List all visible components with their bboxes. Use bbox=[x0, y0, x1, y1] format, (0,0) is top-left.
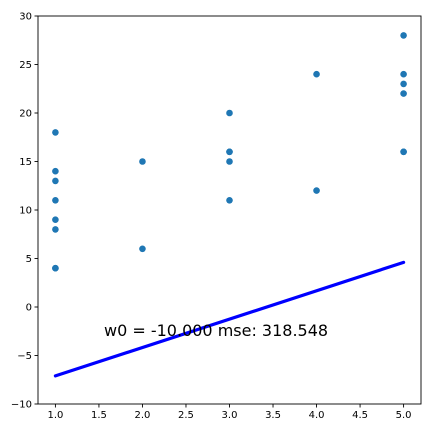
x-tick-label: 1.5 bbox=[91, 410, 107, 421]
data-point bbox=[52, 167, 59, 175]
data-point bbox=[400, 90, 407, 97]
data-point bbox=[400, 70, 407, 78]
fit-annotation: w0 = -10.000 mse: 318.548 bbox=[104, 321, 328, 340]
x-tick-label: 4.0 bbox=[309, 410, 325, 421]
data-point bbox=[52, 197, 59, 204]
data-point bbox=[226, 109, 233, 117]
plot-area: 1.0 1.5 2.0 2.5 3.0 3.5 4.0 4.5 5.0 −10 −5 0 5 10 15 20… bbox=[11, 12, 422, 421]
data-point bbox=[52, 216, 59, 223]
y-tick-label: 0 bbox=[26, 303, 32, 314]
x-tick-label: 3.5 bbox=[265, 410, 281, 421]
data-point bbox=[139, 158, 146, 165]
data-point bbox=[400, 80, 407, 88]
data-point bbox=[52, 129, 59, 136]
data-point bbox=[400, 32, 407, 39]
data-point bbox=[139, 245, 146, 253]
data-point bbox=[226, 158, 233, 165]
fit-line bbox=[53, 260, 406, 378]
y-tick-label: 30 bbox=[19, 12, 32, 23]
y-tick-label: 20 bbox=[19, 109, 32, 120]
x-tick-label: 2.0 bbox=[135, 410, 151, 421]
x-tick-label: 4.5 bbox=[352, 410, 368, 421]
y-tick-label: 25 bbox=[19, 60, 32, 71]
x-tick-label: 3.0 bbox=[222, 410, 238, 421]
x-tick-label: 2.5 bbox=[178, 410, 194, 421]
data-point bbox=[52, 177, 59, 185]
y-tick-label: −5 bbox=[17, 351, 32, 362]
data-point bbox=[52, 264, 59, 272]
data-point bbox=[313, 70, 320, 78]
y-tick-label: 5 bbox=[26, 254, 32, 265]
data-point bbox=[400, 148, 407, 156]
axes-frame bbox=[37, 15, 422, 405]
y-tick-label: 15 bbox=[19, 157, 32, 168]
y-tick-label: 10 bbox=[19, 206, 32, 217]
y-tick-label: −10 bbox=[11, 400, 32, 411]
data-point bbox=[313, 187, 320, 194]
data-point bbox=[52, 226, 59, 233]
data-point bbox=[226, 197, 233, 204]
x-tick-label: 1.0 bbox=[47, 410, 63, 421]
x-tick-label: 5.0 bbox=[396, 410, 412, 421]
data-point bbox=[226, 148, 233, 156]
